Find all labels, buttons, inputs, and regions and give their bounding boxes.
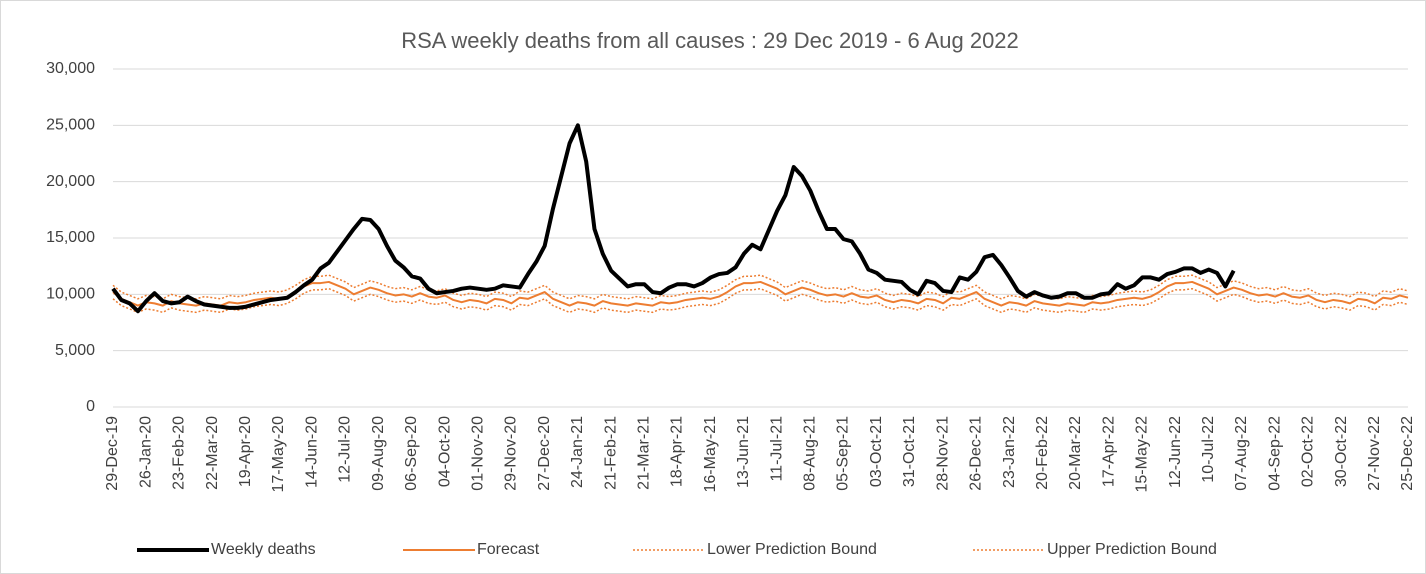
x-tick-label: 23-Jan-22 [1001, 416, 1018, 488]
series-line [111, 123, 1236, 314]
x-tick-label: 24-Jan-21 [569, 416, 586, 488]
x-tick-label: 11-Jul-21 [768, 416, 785, 482]
legend-label: Upper Prediction Bound [1047, 541, 1217, 558]
x-tick-label: 02-Oct-22 [1300, 416, 1317, 487]
x-tick-label: 09-Aug-20 [370, 416, 387, 491]
series-line [112, 287, 1409, 314]
x-tick-label: 12-Jun-22 [1167, 416, 1184, 488]
y-tick-label: 20,000 [46, 173, 95, 190]
series-line [112, 274, 1409, 300]
x-tick-label: 17-Apr-22 [1100, 416, 1117, 487]
x-tick-label: 16-May-21 [702, 416, 719, 493]
x-tick-label: 29-Dec-19 [104, 416, 121, 491]
x-tick-label: 26-Jan-20 [137, 416, 154, 488]
y-tick-label: 25,000 [46, 117, 95, 134]
legend-label: Lower Prediction Bound [707, 541, 877, 558]
x-tick-label: 28-Nov-21 [934, 416, 951, 491]
x-tick-label: 21-Mar-21 [636, 416, 653, 490]
x-tick-label: 27-Nov-22 [1366, 416, 1383, 491]
x-tick-label: 08-Aug-21 [802, 416, 819, 491]
series-line [112, 280, 1409, 307]
y-tick-label: 5,000 [55, 342, 95, 359]
x-tick-label: 25-Dec-22 [1399, 416, 1416, 491]
x-tick-label: 10-Jul-22 [1200, 416, 1217, 483]
x-tick-label: 29-Nov-20 [503, 416, 520, 491]
x-tick-label: 05-Sep-21 [835, 416, 852, 491]
x-tick-label: 04-Sep-22 [1266, 416, 1283, 491]
y-tick-label: 30,000 [46, 60, 95, 77]
x-tick-label: 20-Mar-22 [1067, 416, 1084, 490]
x-tick-label: 26-Dec-21 [968, 416, 985, 491]
y-tick-label: 10,000 [46, 286, 95, 303]
x-tick-label: 15-May-22 [1134, 416, 1151, 493]
x-tick-label: 14-Jun-20 [303, 416, 320, 488]
legend-label: Forecast [477, 541, 540, 558]
x-tick-label: 17-May-20 [270, 416, 287, 493]
x-tick-label: 23-Feb-20 [171, 416, 188, 490]
x-tick-label: 18-Apr-21 [669, 416, 686, 487]
x-tick-label: 06-Sep-20 [403, 416, 420, 491]
x-tick-label: 19-Apr-20 [237, 416, 254, 487]
y-tick-label: 15,000 [46, 229, 95, 246]
x-tick-label: 07-Aug-22 [1233, 416, 1250, 491]
x-tick-label: 20-Feb-22 [1034, 416, 1051, 490]
x-tick-label: 31-Oct-21 [901, 416, 918, 487]
x-tick-label: 04-Oct-20 [436, 416, 453, 487]
y-tick-label: 0 [86, 398, 95, 415]
x-tick-label: 13-Jun-21 [735, 416, 752, 488]
legend-label: Weekly deaths [211, 541, 316, 558]
x-tick-label: 30-Oct-22 [1333, 416, 1350, 487]
x-tick-label: 03-Oct-21 [868, 416, 885, 487]
x-tick-label: 21-Feb-21 [602, 416, 619, 490]
x-tick-label: 01-Nov-20 [469, 416, 486, 491]
chart-title: RSA weekly deaths from all causes : 29 D… [401, 28, 1019, 53]
x-tick-label: 27-Dec-20 [536, 416, 553, 491]
x-tick-label: 22-Mar-20 [204, 416, 221, 490]
x-tick-label: 12-Jul-20 [337, 416, 354, 483]
